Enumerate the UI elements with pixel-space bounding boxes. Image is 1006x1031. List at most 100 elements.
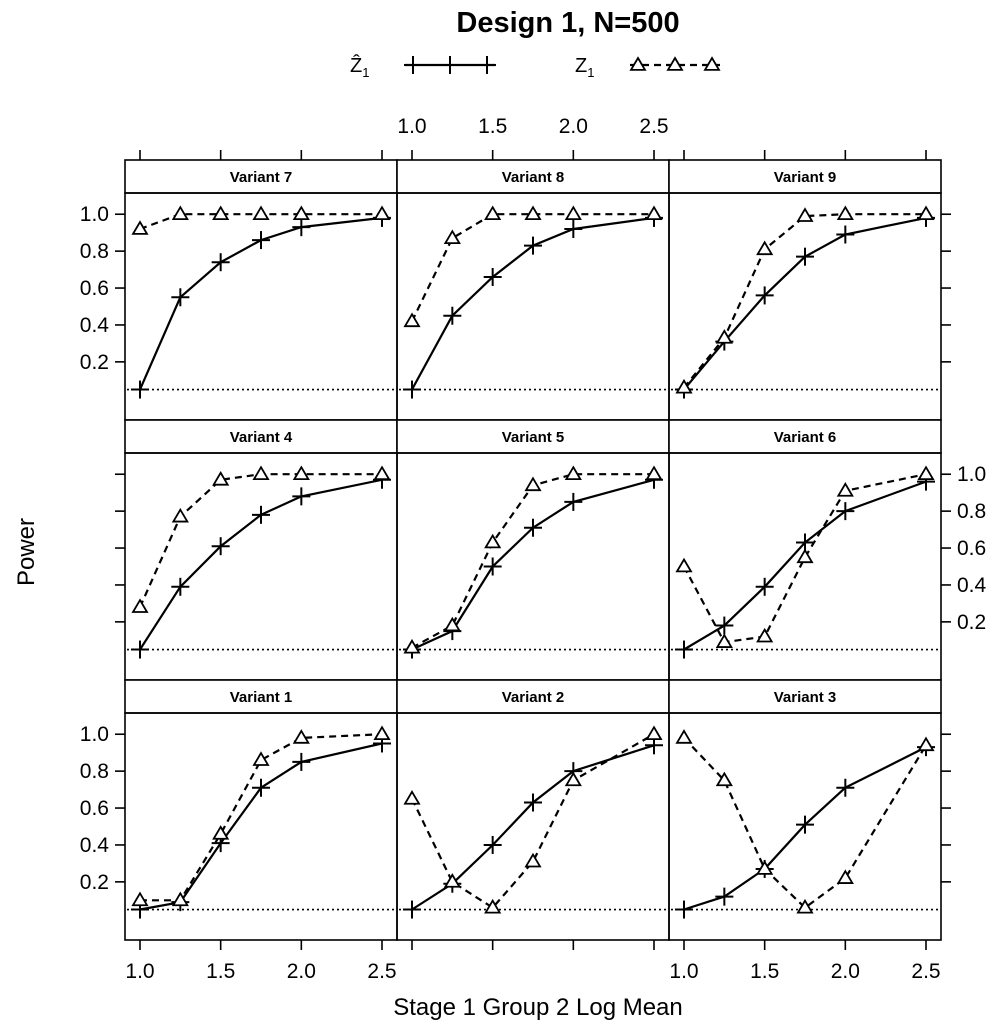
data-point-triangle: [131, 891, 149, 907]
data-point-plus: [403, 380, 421, 399]
series-line-z1: [683, 213, 926, 389]
data-point-plus: [524, 793, 542, 812]
data-point-triangle: [675, 729, 693, 744]
data-point-triangle: [756, 627, 774, 643]
x-tick-label: 1.0: [397, 115, 426, 138]
panel-title: Variant 9: [774, 169, 837, 186]
series-line-z1: [411, 473, 654, 649]
data-point-plus: [171, 288, 190, 307]
panel-frame: [668, 712, 942, 941]
data-point-triangle: [836, 482, 854, 497]
panel-strip: [396, 679, 670, 714]
panel: Variant 3: [668, 679, 942, 941]
data-point-triangle: [524, 205, 542, 221]
data-point-plus: [252, 505, 270, 524]
data-point-triangle: [756, 860, 774, 875]
data-point-triangle: [443, 873, 461, 888]
data-point-plus: [483, 557, 502, 576]
data-point-triangle: [564, 465, 582, 481]
data-point-plus: [715, 887, 734, 906]
panel-title: Variant 7: [230, 169, 293, 186]
data-point-plus: [675, 640, 693, 659]
y-tick-label: 0.6: [957, 537, 986, 560]
x-tick-label: 1.5: [478, 115, 507, 138]
panel-frame: [668, 452, 942, 681]
y-tick-label: 0.4: [80, 834, 110, 857]
data-point-triangle: [171, 891, 189, 907]
data-point-triangle: [564, 771, 582, 787]
data-point-triangle: [675, 557, 693, 573]
data-point-plus: [796, 247, 814, 266]
panel-title: Variant 5: [502, 429, 565, 446]
data-point-triangle: [917, 736, 935, 752]
x-tick-label: 1.5: [206, 960, 235, 983]
data-point-triangle: [171, 507, 189, 523]
x-tick-label: 1.5: [750, 960, 779, 983]
data-point-triangle: [403, 638, 421, 654]
data-point-plus: [292, 487, 311, 506]
series-line-z1-hat: [683, 746, 927, 911]
panel-title: Variant 3: [774, 689, 837, 706]
series-line-z1-hat: [138, 216, 383, 390]
y-axis-label: Power: [13, 518, 40, 586]
data-point-triangle: [836, 205, 854, 221]
panel-title: Variant 4: [230, 429, 293, 446]
data-point-triangle: [796, 898, 814, 914]
legend-marker: [629, 56, 647, 71]
panel-strip: [668, 419, 942, 454]
data-point-triangle: [212, 470, 230, 486]
data-point-plus: [483, 267, 502, 286]
data-point-triangle: [917, 465, 935, 481]
series-line-z1-hat: [411, 478, 655, 651]
data-point-triangle: [292, 465, 310, 481]
data-point-triangle: [212, 825, 230, 840]
data-point-triangle: [645, 465, 663, 481]
data-point-plus: [715, 616, 734, 635]
x-tick-label: 2.0: [559, 115, 588, 138]
data-point-plus: [131, 380, 149, 399]
y-tick-label: 0.2: [80, 351, 109, 374]
x-tick-label: 2.5: [911, 960, 940, 983]
data-point-plus: [755, 577, 774, 596]
y-tick-label: 0.6: [80, 277, 109, 300]
data-point-plus: [524, 236, 542, 255]
data-point-plus: [524, 518, 542, 537]
data-point-triangle: [715, 771, 733, 787]
data-point-plus: [564, 219, 583, 238]
panel: Variant 9: [668, 159, 942, 421]
data-point-plus: [211, 253, 230, 272]
y-tick-label: 0.2: [80, 871, 109, 894]
panel-grid: Variant 7 Variant 8 Variant 9 Variant 4 Vari…: [80, 115, 987, 983]
data-point-plus: [796, 815, 814, 834]
data-point-triangle: [645, 205, 663, 221]
y-tick-label: 0.6: [80, 797, 109, 820]
data-point-plus: [211, 537, 230, 556]
data-point-triangle: [252, 751, 270, 766]
panel-frame: [124, 712, 398, 941]
legend-marker: [441, 56, 459, 74]
legend-label: Z1: [575, 55, 594, 80]
data-point-triangle: [403, 312, 421, 328]
data-point-triangle: [675, 378, 693, 394]
x-tick-label: 1.0: [669, 960, 698, 983]
panel-frame: [668, 192, 942, 421]
panel: Variant 4: [124, 419, 398, 681]
data-point-plus: [483, 835, 502, 854]
data-point-triangle: [403, 790, 421, 805]
data-point-plus: [292, 752, 311, 771]
data-point-triangle: [443, 616, 461, 632]
panel-strip: [124, 159, 398, 194]
data-point-plus: [675, 900, 693, 919]
legend-marker: [478, 56, 496, 74]
series-line-z1: [683, 737, 927, 910]
series-line-z1-hat: [683, 216, 927, 391]
data-point-triangle: [524, 476, 542, 492]
data-point-triangle: [443, 229, 461, 245]
data-point-plus: [292, 218, 311, 237]
data-point-triangle: [484, 898, 502, 914]
data-point-plus: [252, 231, 270, 250]
data-point-triangle: [212, 205, 230, 221]
panel: Variant 5: [396, 419, 670, 681]
data-point-plus: [252, 778, 270, 797]
